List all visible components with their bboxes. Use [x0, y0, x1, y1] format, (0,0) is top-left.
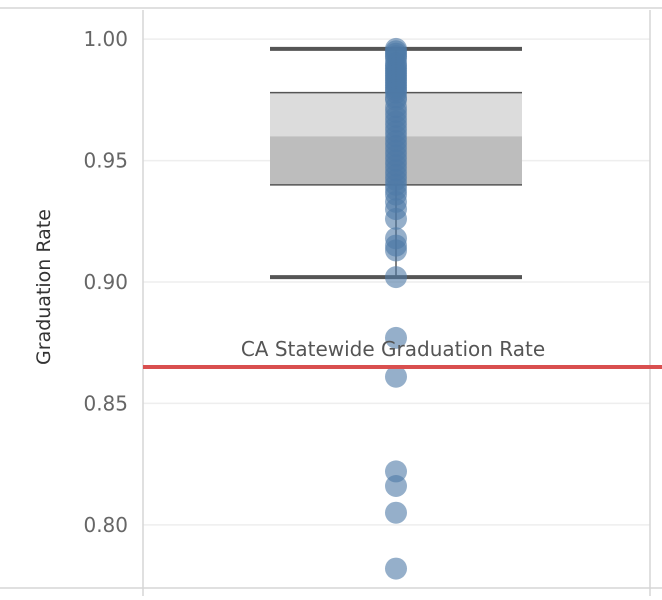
data-point: [385, 365, 407, 388]
y-tick-label: 0.85: [83, 391, 128, 415]
data-point: [385, 501, 407, 524]
data-point: [385, 207, 407, 230]
data-point: [385, 557, 407, 580]
y-tick-label: 0.95: [83, 149, 128, 173]
reference-line-label: CA Statewide Graduation Rate: [241, 337, 545, 361]
y-tick-label: 1.00: [83, 27, 128, 51]
y-tick-label: 0.90: [83, 270, 128, 294]
data-points: [385, 37, 407, 580]
reference-line-group: CA Statewide Graduation Rate: [143, 337, 662, 369]
pane-frame: [0, 7, 662, 596]
data-point: [385, 326, 407, 349]
y-axis-ticks: 0.80 0.85 0.90 0.95 1.00: [83, 27, 128, 537]
y-tick-label: 0.80: [83, 513, 128, 537]
data-point: [385, 475, 407, 497]
data-point: [385, 266, 407, 289]
y-axis-title: Graduation Rate: [33, 209, 55, 365]
data-point: [385, 239, 407, 262]
